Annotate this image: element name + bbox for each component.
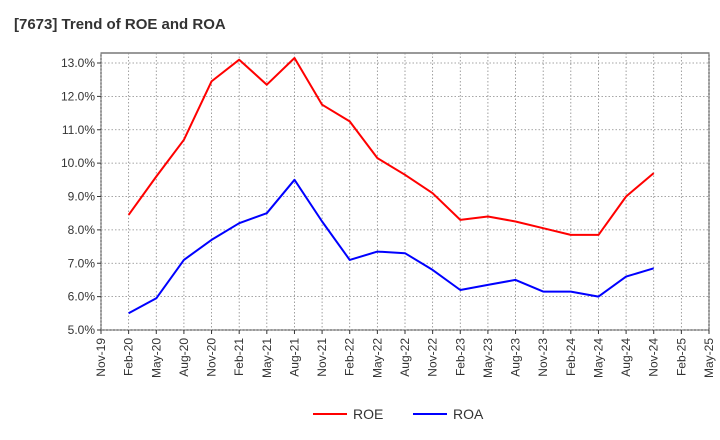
chart-title: [7673] Trend of ROE and ROA (14, 16, 226, 33)
x-tick-label: May-21 (260, 338, 274, 378)
y-tick-label: 11.0% (62, 123, 95, 137)
y-axis-ticks: 5.0% 6.0% 7.0% 8.0% 9.0% 10.0% 11.0% 12.0% 13.0% (61, 56, 101, 337)
legend-label-roa: ROA (453, 406, 484, 422)
x-tick-label: Nov-20 (205, 338, 219, 377)
x-tick-label: Nov-24 (647, 338, 661, 377)
x-tick-label: Aug-23 (509, 338, 523, 377)
x-tick-label: Aug-24 (619, 338, 633, 377)
y-tick-label: 8.0% (68, 223, 96, 237)
x-tick-label: May-22 (370, 338, 384, 378)
x-tick-label: May-20 (149, 338, 163, 378)
y-tick-label: 9.0% (68, 190, 96, 204)
x-tick-label: Feb-21 (232, 338, 246, 376)
series-line-roe (127, 57, 655, 236)
y-tick-label: 6.0% (68, 290, 96, 304)
x-tick-label: May-25 (702, 338, 716, 378)
x-axis-ticks: Nov-19 Feb-20 May-20 Aug-20 Nov-20 Feb-21 May-… (94, 330, 716, 378)
x-tick-label: Feb-25 (674, 338, 688, 376)
x-tick-label: Feb-22 (343, 338, 357, 376)
legend: ROE ROA (313, 406, 484, 422)
x-tick-label: Feb-23 (453, 338, 467, 376)
x-tick-label: Nov-21 (315, 338, 329, 377)
legend-label-roe: ROE (353, 406, 383, 422)
grid-lines (100, 53, 710, 331)
x-tick-label: Feb-24 (564, 338, 578, 376)
x-tick-label: Feb-20 (122, 338, 136, 376)
y-tick-label: 5.0% (68, 323, 96, 337)
x-tick-label: Nov-23 (536, 338, 550, 377)
y-tick-label: 10.0% (61, 156, 95, 170)
x-tick-label: May-24 (591, 338, 605, 378)
series-lines (127, 57, 655, 315)
x-tick-label: May-23 (481, 338, 495, 378)
x-tick-label: Aug-20 (177, 338, 191, 377)
x-tick-label: Nov-22 (426, 338, 440, 377)
y-tick-label: 13.0% (61, 56, 95, 70)
y-tick-label: 12.0% (61, 89, 95, 103)
y-tick-label: 7.0% (68, 256, 96, 270)
x-tick-label: Aug-21 (287, 338, 301, 377)
series-line-roa (128, 178, 654, 315)
x-tick-label: Aug-22 (398, 338, 412, 377)
x-tick-label: Nov-19 (94, 338, 108, 377)
